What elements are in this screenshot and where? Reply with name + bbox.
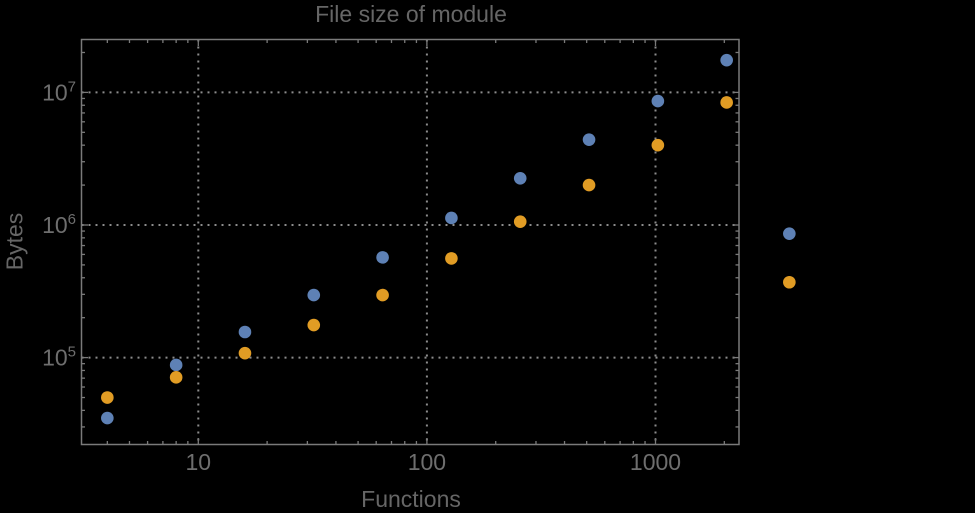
data-point-orange — [720, 96, 733, 109]
y-tick-label: 105 — [42, 344, 76, 371]
data-point-orange — [238, 346, 252, 360]
data-point-blue — [783, 227, 796, 240]
data-point-blue — [169, 358, 183, 372]
data-point-orange — [169, 371, 183, 384]
data-point-blue — [307, 288, 321, 302]
data-point-blue — [582, 133, 596, 146]
y-tick-label: 107 — [42, 78, 76, 105]
plot-frame — [80, 38, 740, 446]
data-point-blue — [101, 411, 114, 425]
x-tick-label: 1000 — [630, 449, 681, 475]
y-axis-label: Bytes — [1, 212, 28, 271]
data-point-orange — [376, 288, 389, 302]
data-point-orange — [513, 215, 527, 228]
data-point-orange — [783, 275, 796, 289]
y-tick-label: 106 — [42, 211, 76, 238]
x-tick-label: 10 — [186, 449, 212, 475]
data-point-blue — [513, 172, 527, 185]
data-point-blue — [238, 325, 252, 339]
data-point-blue — [376, 251, 389, 264]
x-axis-label: Functions — [361, 486, 461, 512]
data-point-orange — [651, 138, 665, 152]
data-point-orange — [101, 391, 114, 404]
x-tick-label: 100 — [408, 449, 446, 475]
data-point-orange — [582, 178, 596, 192]
data-point-orange — [307, 318, 321, 332]
data-point-blue — [445, 211, 458, 225]
data-point-orange — [445, 252, 458, 265]
chart-title: File size of module — [315, 1, 507, 27]
data-point-blue — [651, 94, 665, 108]
data-point-blue — [720, 53, 733, 67]
